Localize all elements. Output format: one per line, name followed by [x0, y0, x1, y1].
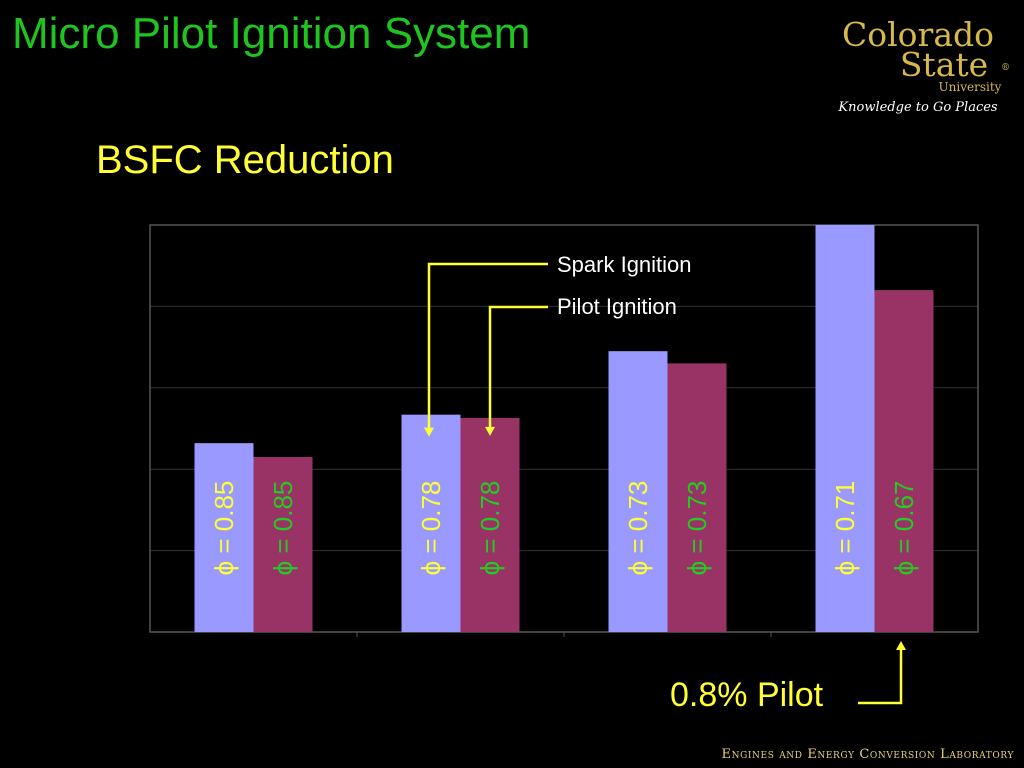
- equivalence-ratio-label: ϕ = 0.67: [889, 481, 919, 576]
- pilot-ignition-bar: [460, 417, 520, 632]
- pilot-ignition-bar: [667, 363, 727, 632]
- pilot-ignition-arrow: [488, 305, 548, 428]
- equivalence-ratio-label: ϕ = 0.85: [209, 481, 239, 576]
- equivalence-ratio-label: ϕ = 0.85: [268, 481, 298, 576]
- spark-ignition-bar: [608, 351, 668, 632]
- lab-footer: Engines and Energy Conversion Laboratory: [721, 747, 1014, 762]
- logo-tagline: Knowledge to Go Places: [837, 100, 998, 115]
- pilot-ignition-label: Pilot Ignition: [557, 294, 677, 319]
- pilot-percent-arrowhead: [896, 641, 906, 650]
- university-logo: Colorado State ® University Knowledge to…: [837, 15, 1010, 115]
- pilot-ignition-bar: [874, 290, 934, 632]
- spark-ignition-arrowhead: [424, 427, 434, 437]
- slide-title: Micro Pilot Ignition System: [12, 9, 531, 58]
- logo-name-line2: State: [900, 45, 988, 84]
- spark-ignition-bar: [194, 443, 254, 632]
- logo-registered-mark: ®: [1001, 63, 1010, 73]
- pilot-percent-arrow: [858, 650, 903, 705]
- logo-name-line1: Colorado: [842, 15, 994, 54]
- pilot-percent-label: 0.8% Pilot: [670, 676, 824, 714]
- spark-ignition-label: Spark Ignition: [557, 252, 692, 277]
- spark-ignition-bar: [401, 414, 461, 632]
- equivalence-ratio-label: ϕ = 0.78: [416, 481, 446, 576]
- spark-ignition-bar: [815, 225, 875, 632]
- pilot-ignition-bar: [253, 456, 313, 632]
- pilot-ignition-arrowhead: [485, 426, 495, 436]
- equivalence-ratio-label: ϕ = 0.78: [475, 481, 505, 576]
- equivalence-ratio-label: ϕ = 0.71: [830, 481, 860, 576]
- equivalence-ratio-label: ϕ = 0.73: [682, 481, 712, 576]
- logo-name-line3: University: [939, 80, 1002, 94]
- spark-ignition-arrow: [427, 262, 548, 429]
- equivalence-ratio-label: ϕ = 0.73: [623, 481, 653, 576]
- slide-subtitle: BSFC Reduction: [96, 138, 394, 182]
